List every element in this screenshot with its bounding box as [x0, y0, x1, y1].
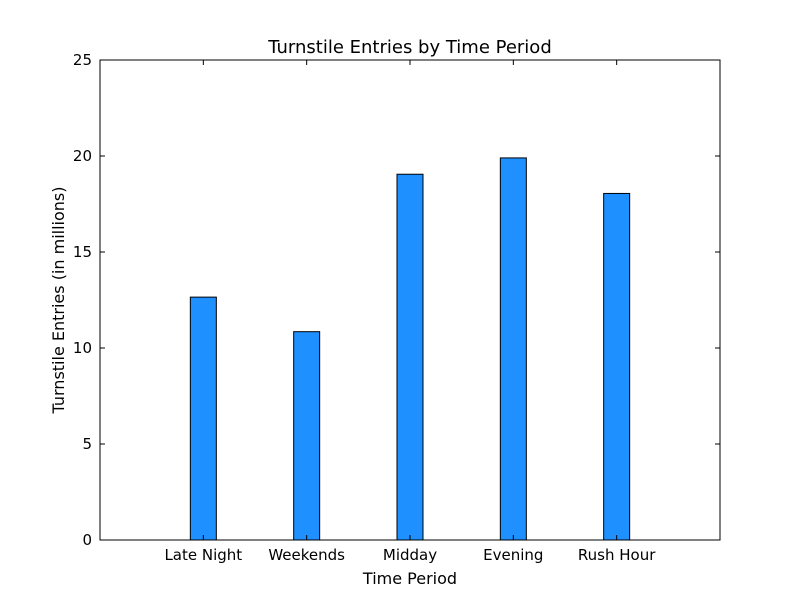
bars — [189, 157, 631, 541]
y-axis-ticks: 0 5 10 15 20 25 — [73, 51, 720, 549]
bar-rush-hour — [603, 192, 631, 541]
bar-late-night — [189, 296, 217, 541]
bar-weekends — [293, 331, 321, 541]
x-tick-label: Midday — [383, 546, 437, 564]
bar-evening — [499, 157, 527, 541]
y-tick-label: 5 — [82, 435, 92, 453]
x-axis-label: Time Period — [362, 569, 457, 588]
x-tick-label: Rush Hour — [578, 546, 656, 564]
y-tick-label: 0 — [82, 531, 92, 549]
y-tick-label: 20 — [73, 147, 92, 165]
y-tick-label: 15 — [73, 243, 92, 261]
chart-title: Turnstile Entries by Time Period — [267, 37, 552, 58]
x-tick-label: Late Night — [164, 546, 242, 564]
y-tick-label: 10 — [73, 339, 92, 357]
x-tick-label: Evening — [483, 546, 543, 564]
y-axis-label: Turnstile Entries (in millions) — [49, 187, 68, 415]
x-axis-ticks: Late Night Weekends Midday Evening Rush Hour — [164, 60, 656, 564]
y-tick-label: 25 — [73, 51, 92, 69]
x-tick-label: Weekends — [268, 546, 345, 564]
bar-midday — [396, 173, 424, 541]
